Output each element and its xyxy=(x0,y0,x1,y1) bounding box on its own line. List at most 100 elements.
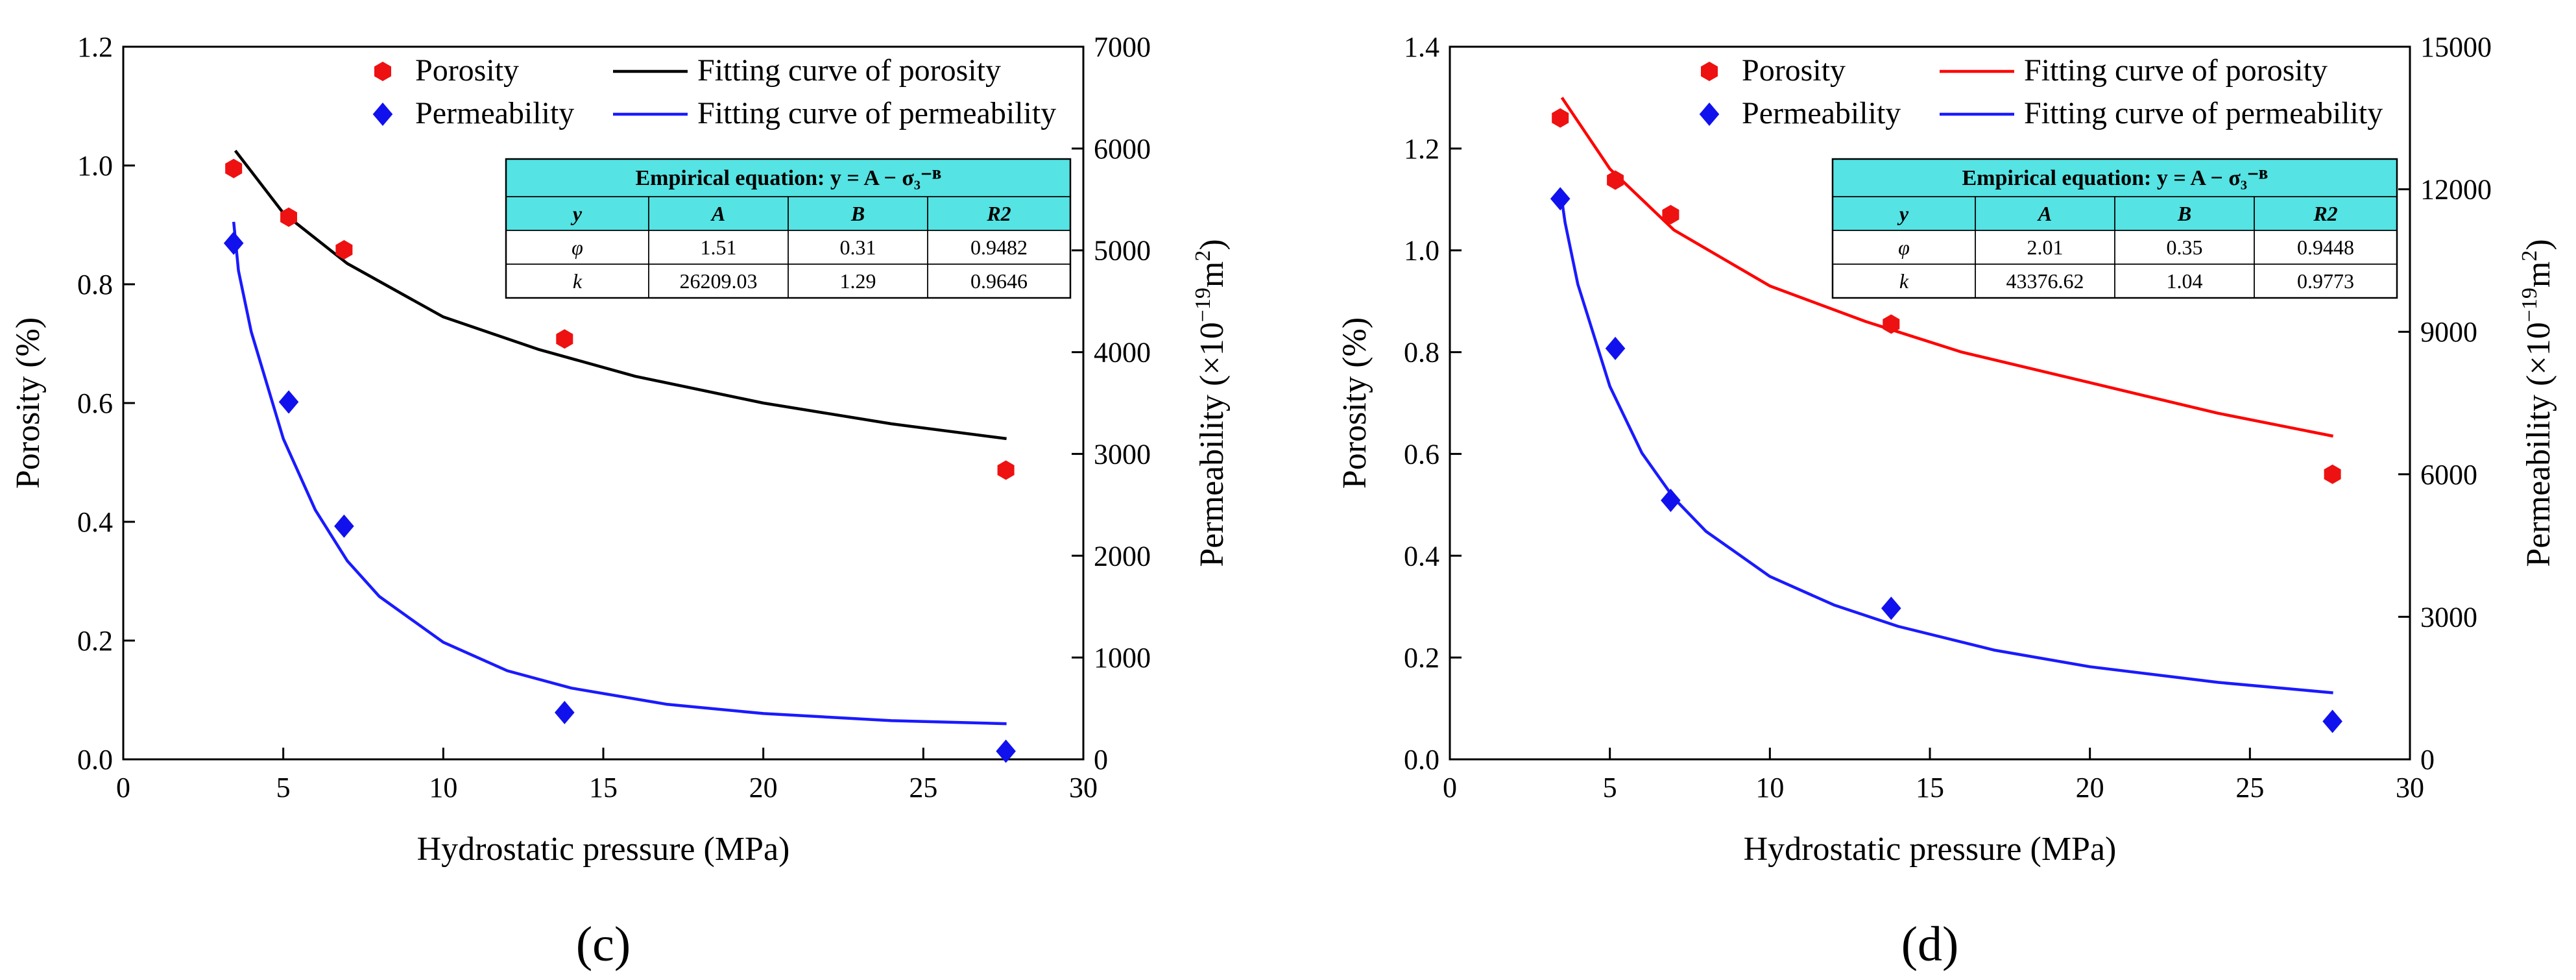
equation-table: Empirical equation: y = A − σ₃⁻ᴮ y A B R2 φ 2.… xyxy=(1831,158,2398,299)
legend-permeability-label: Permeability xyxy=(1742,96,1901,130)
table-cell: 0.31 xyxy=(840,236,876,259)
permeability-point xyxy=(1550,187,1571,211)
y2-axis-label-part: ) xyxy=(1194,239,1231,250)
porosity-point xyxy=(2324,464,2341,484)
table-cell: 0.9773 xyxy=(2297,269,2354,293)
porosity-fit-curve xyxy=(1560,97,2334,438)
legend-porosity-fit-label: Fitting curve of porosity xyxy=(2024,53,2328,88)
permeability-fit-curve xyxy=(1558,189,2333,694)
legend-porosity-marker xyxy=(374,62,391,81)
y2-axis-label-part: 2 xyxy=(2518,251,2542,262)
x-tick-label: 15 xyxy=(1916,772,1944,803)
table-cell: 1.29 xyxy=(840,269,876,293)
panel-label: (d) xyxy=(1901,917,1959,972)
table-header-cell: A xyxy=(710,202,725,225)
table-header-cell: R2 xyxy=(2313,202,2337,225)
legend-permeability-marker xyxy=(1699,103,1720,126)
table-cell: 1.51 xyxy=(701,236,737,259)
legend-permeability-fit-label: Fitting curve of permeability xyxy=(697,96,1056,130)
y2-axis-label-part: Permeability (×10 xyxy=(1194,322,1231,567)
x-tick-label: 10 xyxy=(429,772,457,803)
legend: Porosity Permeability Fitting curve of por… xyxy=(1699,53,2383,130)
panel-label: (c) xyxy=(576,917,631,972)
y2-axis-label-part: m xyxy=(1194,262,1231,288)
table-cell: φ xyxy=(572,236,583,259)
y-tick-label: 0.8 xyxy=(77,269,113,300)
y-tick-label: 0.2 xyxy=(77,625,113,657)
permeability-point xyxy=(223,231,244,255)
x-tick-label: 10 xyxy=(1755,772,1784,803)
x-axis-label: Hydrostatic pressure (MPa) xyxy=(417,831,790,868)
legend-permeability-fit-label: Fitting curve of permeability xyxy=(2024,96,2383,130)
table-cell: k xyxy=(573,269,583,293)
y-tick-label: 0.4 xyxy=(77,506,113,538)
chart-panel-c: 0 5 10 15 20 25 300.00.20.40.60.81.01.20100020… xyxy=(10,31,1231,972)
y-axis-label: Porosity (%) xyxy=(1336,317,1373,489)
x-tick-label: 0 xyxy=(1443,772,1457,803)
permeability-point xyxy=(555,700,575,724)
table-header-cell: A xyxy=(2037,202,2052,225)
porosity-point xyxy=(556,329,573,349)
legend-permeability-marker xyxy=(372,103,393,126)
table-cell: 2.01 xyxy=(2027,236,2064,259)
legend-porosity-fit-label: Fitting curve of porosity xyxy=(697,53,1001,88)
y2-tick-label: 5000 xyxy=(1094,235,1151,267)
permeability-fit-curve xyxy=(232,221,1007,726)
y2-tick-label: 4000 xyxy=(1094,337,1151,369)
y-tick-label: 1.4 xyxy=(1404,31,1439,63)
y2-tick-label: 1000 xyxy=(1094,642,1151,674)
y2-axis-label-part: m xyxy=(2520,262,2557,288)
permeability-point xyxy=(996,739,1016,763)
permeability-point xyxy=(1605,336,1626,360)
table-header-cell: B xyxy=(850,202,865,225)
y-tick-label: 1.2 xyxy=(1404,133,1439,165)
x-tick-label: 15 xyxy=(589,772,618,803)
x-tick-label: 30 xyxy=(2396,772,2424,803)
y-tick-label: 0.6 xyxy=(1404,438,1439,470)
y2-axis-label-part: −19 xyxy=(1191,288,1215,322)
porosity-point xyxy=(1552,108,1569,128)
y2-tick-label: 0 xyxy=(2420,744,2435,776)
y2-tick-label: 15000 xyxy=(2420,31,2492,63)
plot-frame xyxy=(1449,45,2411,761)
y-tick-label: 0.2 xyxy=(1404,642,1439,674)
porosity-point xyxy=(280,207,297,227)
y-tick-label: 1.0 xyxy=(1404,235,1439,267)
table-cell: 0.9482 xyxy=(970,236,1028,259)
y2-tick-label: 2000 xyxy=(1094,540,1151,572)
permeability-point xyxy=(1661,489,1681,513)
y-axis-label: Porosity (%) xyxy=(10,317,47,489)
y2-tick-label: 6000 xyxy=(1094,133,1151,165)
table-cell: 0.9646 xyxy=(970,269,1028,293)
table-cell: 0.35 xyxy=(2167,236,2203,259)
y2-axis-label-part: 2 xyxy=(1191,251,1215,262)
y-tick-label: 0.0 xyxy=(77,744,113,776)
y-tick-label: 0.6 xyxy=(77,387,113,419)
x-tick-label: 25 xyxy=(909,772,937,803)
table-header-cell: R2 xyxy=(986,202,1011,225)
y2-axis-label-part: Permeability (×10 xyxy=(2520,322,2557,567)
table-cell: 0.9448 xyxy=(2297,236,2354,259)
porosity-point xyxy=(1883,314,1900,334)
table-cell: 26209.03 xyxy=(680,269,758,293)
porosity-point xyxy=(1607,170,1624,190)
porosity-point xyxy=(997,460,1015,480)
legend-permeability-label: Permeability xyxy=(415,96,574,130)
y2-tick-label: 6000 xyxy=(2420,459,2477,491)
permeability-point xyxy=(278,390,299,414)
x-tick-label: 30 xyxy=(1069,772,1098,803)
permeability-point xyxy=(334,514,354,538)
y-tick-label: 1.0 xyxy=(77,150,113,182)
table-title: Empirical equation: y = A − σ₃⁻ᴮ xyxy=(636,166,942,190)
table-cell: 43376.62 xyxy=(2006,269,2084,293)
y2-tick-label: 0 xyxy=(1094,744,1108,776)
permeability-point xyxy=(1881,596,1901,620)
x-tick-label: 0 xyxy=(116,772,130,803)
y-tick-label: 1.2 xyxy=(77,31,113,63)
legend-porosity-marker xyxy=(1701,62,1718,81)
y2-axis-label: Permeability (×10−19m2) xyxy=(2518,239,2557,567)
table-cell: φ xyxy=(1898,236,1910,259)
plot-frame xyxy=(122,45,1085,761)
y2-axis-label-part: ) xyxy=(2520,239,2557,250)
y2-tick-label: 3000 xyxy=(2420,601,2477,633)
